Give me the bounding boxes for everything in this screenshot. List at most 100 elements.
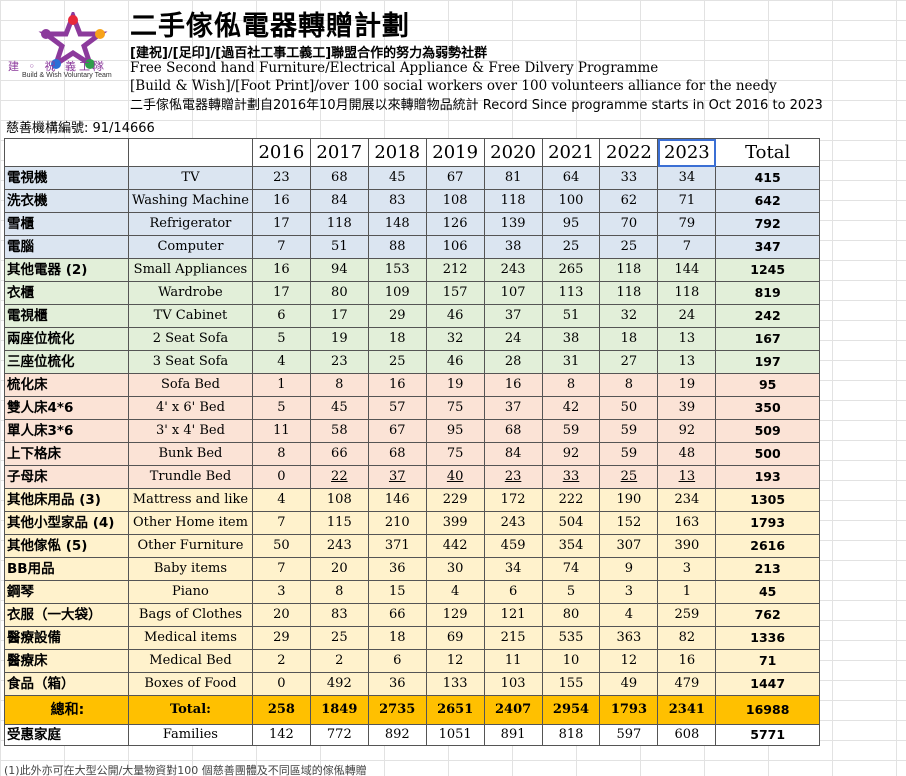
year-value-cell[interactable]: 36 xyxy=(367,557,427,581)
year-value-cell[interactable]: 46 xyxy=(425,350,485,374)
grand-total-cell[interactable]: 16988 xyxy=(715,695,820,725)
year-value-cell[interactable]: 4 xyxy=(251,488,311,512)
year-value-cell[interactable]: 83 xyxy=(309,603,369,627)
year-value-cell[interactable]: 88 xyxy=(367,235,427,259)
year-value-cell[interactable]: 7 xyxy=(251,511,311,535)
year-value-cell[interactable]: 27 xyxy=(599,350,659,374)
row-total-cell[interactable]: 2616 xyxy=(715,534,820,558)
year-value-cell[interactable]: 144 xyxy=(657,258,717,282)
item-name-zh[interactable]: 其他床用品 (3) xyxy=(4,488,129,512)
row-total-cell[interactable]: 1447 xyxy=(715,672,820,696)
item-name-en[interactable]: 3 Seat Sofa xyxy=(127,350,253,374)
item-name-en[interactable]: Small Appliances xyxy=(127,258,253,282)
year-value-cell[interactable]: 103 xyxy=(483,672,543,696)
item-name-en[interactable]: Mattress and like xyxy=(127,488,253,512)
item-name-zh[interactable]: 衣服（一大袋） xyxy=(4,603,129,627)
item-name-zh[interactable]: 洗衣機 xyxy=(4,189,129,213)
year-value-cell[interactable]: 118 xyxy=(657,281,717,305)
item-name-en[interactable]: TV xyxy=(127,166,253,190)
year-value-cell[interactable]: 10 xyxy=(541,649,601,673)
year-value-cell[interactable]: 0 xyxy=(251,672,311,696)
year-value-cell[interactable]: 11 xyxy=(483,649,543,673)
year-value-cell[interactable]: 9 xyxy=(599,557,659,581)
year-value-cell[interactable]: 82 xyxy=(657,626,717,650)
year-value-cell[interactable]: 7 xyxy=(251,235,311,259)
year-value-cell[interactable]: 45 xyxy=(367,166,427,190)
year-value-cell[interactable]: 38 xyxy=(541,327,601,351)
year-value-cell[interactable]: 215 xyxy=(483,626,543,650)
row-total-cell[interactable]: 95 xyxy=(715,373,820,397)
year-value-cell[interactable]: 24 xyxy=(483,327,543,351)
year-value-cell[interactable]: 1 xyxy=(251,373,311,397)
year-value-cell[interactable]: 29 xyxy=(367,304,427,328)
families-year-cell[interactable]: 597 xyxy=(599,724,659,746)
year-value-cell[interactable]: 22 xyxy=(309,465,369,489)
year-value-cell[interactable]: 7 xyxy=(657,235,717,259)
row-total-cell[interactable]: 500 xyxy=(715,442,820,466)
year-header-2021[interactable]: 2021 xyxy=(541,138,601,167)
families-year-cell[interactable]: 891 xyxy=(483,724,543,746)
year-value-cell[interactable]: 118 xyxy=(599,281,659,305)
year-value-cell[interactable]: 8 xyxy=(541,373,601,397)
row-total-cell[interactable]: 197 xyxy=(715,350,820,374)
year-value-cell[interactable]: 66 xyxy=(367,603,427,627)
row-total-cell[interactable]: 1793 xyxy=(715,511,820,535)
item-name-en[interactable]: Other Home item xyxy=(127,511,253,535)
year-header-2017[interactable]: 2017 xyxy=(309,138,369,167)
year-value-cell[interactable]: 222 xyxy=(541,488,601,512)
row-total-cell[interactable]: 762 xyxy=(715,603,820,627)
year-value-cell[interactable]: 25 xyxy=(541,235,601,259)
year-value-cell[interactable]: 39 xyxy=(657,396,717,420)
row-total-cell[interactable]: 193 xyxy=(715,465,820,489)
year-value-cell[interactable]: 25 xyxy=(309,626,369,650)
year-total-cell[interactable]: 258 xyxy=(251,695,311,725)
grand-total-label-zh[interactable]: 總和: xyxy=(4,695,129,725)
item-name-en[interactable]: 4' x 6' Bed xyxy=(127,396,253,420)
year-value-cell[interactable]: 17 xyxy=(309,304,369,328)
year-value-cell[interactable]: 49 xyxy=(599,672,659,696)
item-name-en[interactable]: Baby items xyxy=(127,557,253,581)
item-name-en[interactable]: Computer xyxy=(127,235,253,259)
year-value-cell[interactable]: 62 xyxy=(599,189,659,213)
item-name-en[interactable]: Medical items xyxy=(127,626,253,650)
year-value-cell[interactable]: 50 xyxy=(251,534,311,558)
year-value-cell[interactable]: 71 xyxy=(657,189,717,213)
year-value-cell[interactable]: 107 xyxy=(483,281,543,305)
year-value-cell[interactable]: 84 xyxy=(309,189,369,213)
item-name-en[interactable]: 3' x 4' Bed xyxy=(127,419,253,443)
item-name-en[interactable]: Medical Bed xyxy=(127,649,253,673)
year-value-cell[interactable]: 479 xyxy=(657,672,717,696)
year-value-cell[interactable]: 115 xyxy=(309,511,369,535)
families-label-en[interactable]: Families xyxy=(127,724,253,746)
year-header-2022[interactable]: 2022 xyxy=(599,138,659,167)
families-year-cell[interactable]: 1051 xyxy=(425,724,485,746)
item-name-zh[interactable]: 其他電器 (2) xyxy=(4,258,129,282)
year-value-cell[interactable]: 45 xyxy=(309,396,369,420)
year-value-cell[interactable]: 16 xyxy=(251,258,311,282)
item-name-zh[interactable]: 雙人床4*6 xyxy=(4,396,129,420)
year-value-cell[interactable]: 5 xyxy=(251,396,311,420)
year-value-cell[interactable]: 243 xyxy=(309,534,369,558)
year-value-cell[interactable]: 32 xyxy=(599,304,659,328)
row-total-cell[interactable]: 509 xyxy=(715,419,820,443)
item-name-en[interactable]: Boxes of Food xyxy=(127,672,253,696)
families-year-cell[interactable]: 818 xyxy=(541,724,601,746)
year-value-cell[interactable]: 15 xyxy=(367,580,427,604)
year-value-cell[interactable]: 25 xyxy=(599,465,659,489)
year-header-2018[interactable]: 2018 xyxy=(367,138,427,167)
item-name-en[interactable]: Other Furniture xyxy=(127,534,253,558)
year-value-cell[interactable]: 153 xyxy=(367,258,427,282)
item-name-zh[interactable]: 其他傢俬 (5) xyxy=(4,534,129,558)
year-header-2016[interactable]: 2016 xyxy=(251,138,311,167)
row-total-cell[interactable]: 71 xyxy=(715,649,820,673)
year-value-cell[interactable]: 354 xyxy=(541,534,601,558)
row-total-cell[interactable]: 167 xyxy=(715,327,820,351)
year-value-cell[interactable]: 212 xyxy=(425,258,485,282)
year-value-cell[interactable]: 40 xyxy=(425,465,485,489)
year-value-cell[interactable]: 8 xyxy=(599,373,659,397)
item-name-zh[interactable]: BB用品 xyxy=(4,557,129,581)
year-value-cell[interactable]: 3 xyxy=(599,580,659,604)
year-value-cell[interactable]: 32 xyxy=(425,327,485,351)
year-value-cell[interactable]: 106 xyxy=(425,235,485,259)
year-value-cell[interactable]: 75 xyxy=(425,442,485,466)
